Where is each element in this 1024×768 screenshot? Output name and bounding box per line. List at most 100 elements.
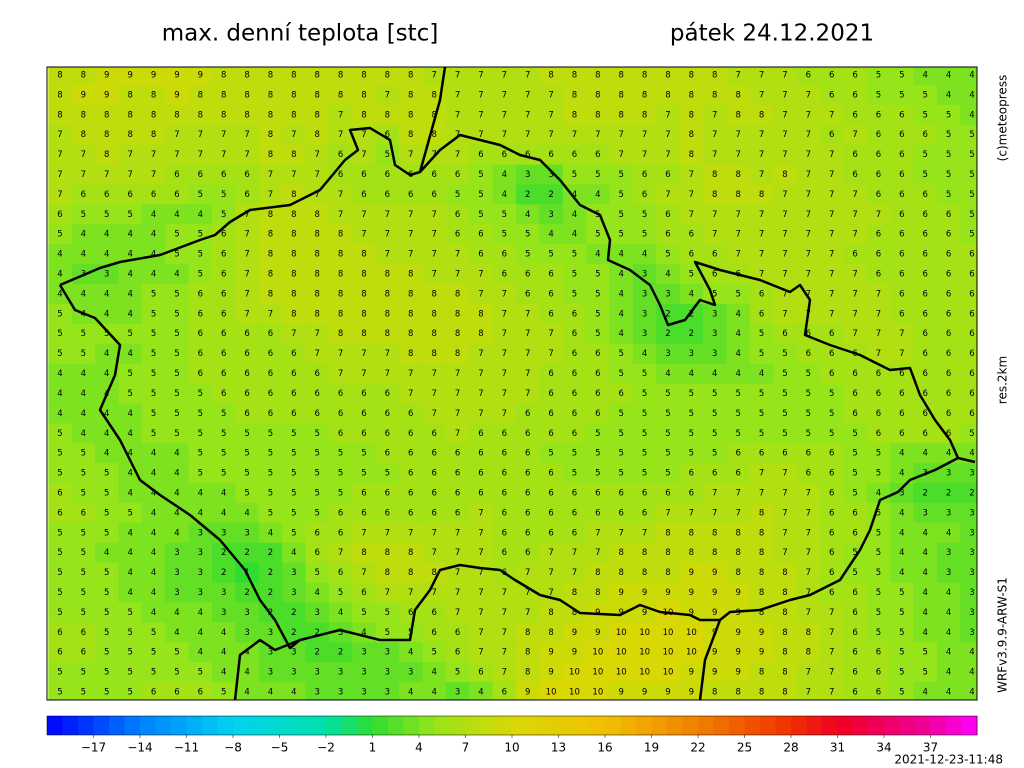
- temperature-value: 4: [595, 190, 600, 200]
- temperature-cell: [399, 403, 423, 424]
- temperature-cell: [165, 463, 190, 484]
- temperature-cell: [375, 363, 400, 384]
- temperature-cell: [609, 323, 634, 345]
- temperature-cell: [188, 104, 213, 126]
- temperature-value: 4: [151, 508, 156, 518]
- temperature-value: 3: [198, 568, 203, 578]
- temperature-value: 7: [806, 568, 811, 578]
- temperature-value: 6: [852, 150, 857, 160]
- temperature-cell: [469, 144, 494, 166]
- temperature-cell: [422, 363, 447, 384]
- temperature-value: 9: [689, 608, 694, 618]
- temperature-value: 4: [946, 71, 951, 81]
- temperature-cell: [258, 84, 283, 106]
- temperature-value: 4: [151, 488, 156, 498]
- temperature-value: 5: [291, 528, 296, 538]
- temperature-cell: [71, 582, 96, 603]
- temperature-cell: [399, 184, 423, 205]
- temperature-value: 5: [899, 668, 904, 678]
- temperature-value: 6: [619, 488, 624, 498]
- temperature-cell: [820, 303, 844, 325]
- temperature-cell: [562, 642, 587, 663]
- temperature-cell: [118, 363, 143, 384]
- temperature-value: 6: [572, 369, 577, 379]
- temperature-value: 4: [642, 250, 647, 260]
- temperature-value: 8: [385, 289, 390, 299]
- temperature-cell: [749, 622, 774, 643]
- temperature-value: 7: [806, 210, 811, 220]
- temperature-cell: [796, 662, 821, 683]
- temperature-cell: [656, 283, 681, 305]
- temperature-cell: [141, 244, 166, 265]
- temperature-cell: [866, 542, 891, 564]
- temperature-cell: [492, 423, 517, 444]
- temperature-cell: [913, 124, 938, 146]
- temperature-cell: [95, 622, 119, 643]
- temperature-value: 5: [268, 429, 273, 439]
- temperature-cell: [258, 403, 283, 424]
- temperature-cell: [516, 343, 540, 365]
- temperature-cell: [375, 244, 400, 265]
- temperature-value: 5: [104, 329, 109, 339]
- temperature-value: 6: [876, 688, 881, 698]
- temperature-cell: [235, 323, 260, 345]
- temperature-cell: [562, 164, 587, 185]
- temperature-cell: [141, 582, 166, 603]
- temperature-value: 9: [81, 90, 86, 100]
- temperature-value: 9: [548, 668, 553, 678]
- temperature-value: 4: [946, 588, 951, 598]
- temperature-value: 4: [502, 170, 507, 180]
- temperature-value: 7: [315, 190, 320, 200]
- temperature-value: 3: [548, 210, 553, 220]
- temperature-cell: [936, 303, 961, 325]
- temperature-value: 5: [198, 469, 203, 479]
- temperature-value: 5: [127, 688, 132, 698]
- temperature-value: 5: [595, 270, 600, 280]
- temperature-value: 7: [712, 508, 717, 518]
- temperature-value: 5: [57, 688, 62, 698]
- temperature-cell: [749, 423, 774, 444]
- temperature-value: 7: [385, 349, 390, 359]
- temperature-value: 4: [899, 568, 904, 578]
- temperature-value: 5: [852, 548, 857, 558]
- temperature-value: 5: [151, 668, 156, 678]
- temperature-cell: [235, 184, 260, 205]
- temperature-cell: [71, 383, 96, 404]
- temperature-value: 8: [572, 110, 577, 120]
- temperature-value: 6: [385, 508, 390, 518]
- temperature-cell: [422, 204, 447, 225]
- temperature-cell: [866, 682, 891, 700]
- temperature-value: 5: [923, 90, 928, 100]
- temperature-value: 5: [198, 250, 203, 260]
- temperature-value: 7: [221, 130, 226, 140]
- temperature-value: 7: [431, 389, 436, 399]
- temperature-value: 8: [151, 110, 156, 120]
- temperature-cell: [726, 343, 751, 365]
- temperature-cell: [890, 104, 915, 126]
- temperature-value: 7: [408, 528, 413, 538]
- temperature-value: 7: [712, 150, 717, 160]
- temperature-cell: [328, 104, 353, 126]
- temperature-cell: [820, 323, 844, 345]
- temperature-value: 6: [525, 469, 530, 479]
- temperature-cell: [282, 283, 307, 305]
- temperature-cell: [492, 542, 517, 564]
- temperature-cell: [632, 264, 657, 285]
- temperature-value: 5: [174, 668, 179, 678]
- temperature-cell: [820, 244, 844, 265]
- temperature-cell: [235, 463, 260, 484]
- temperature-value: 7: [431, 369, 436, 379]
- temperature-cell: [609, 343, 634, 365]
- temperature-cell: [141, 662, 166, 683]
- colorbar-segment: [248, 716, 265, 735]
- temperature-value: 7: [876, 289, 881, 299]
- temperature-value: 5: [57, 608, 62, 618]
- temperature-value: 7: [502, 130, 507, 140]
- temperature-value: 6: [876, 230, 881, 240]
- temperature-cell: [282, 303, 307, 325]
- temperature-cell: [796, 244, 821, 265]
- temperature-value: 6: [361, 429, 366, 439]
- temperature-value: 8: [361, 71, 366, 81]
- temperature-cell: [95, 124, 119, 146]
- temperature-value: 8: [759, 110, 764, 120]
